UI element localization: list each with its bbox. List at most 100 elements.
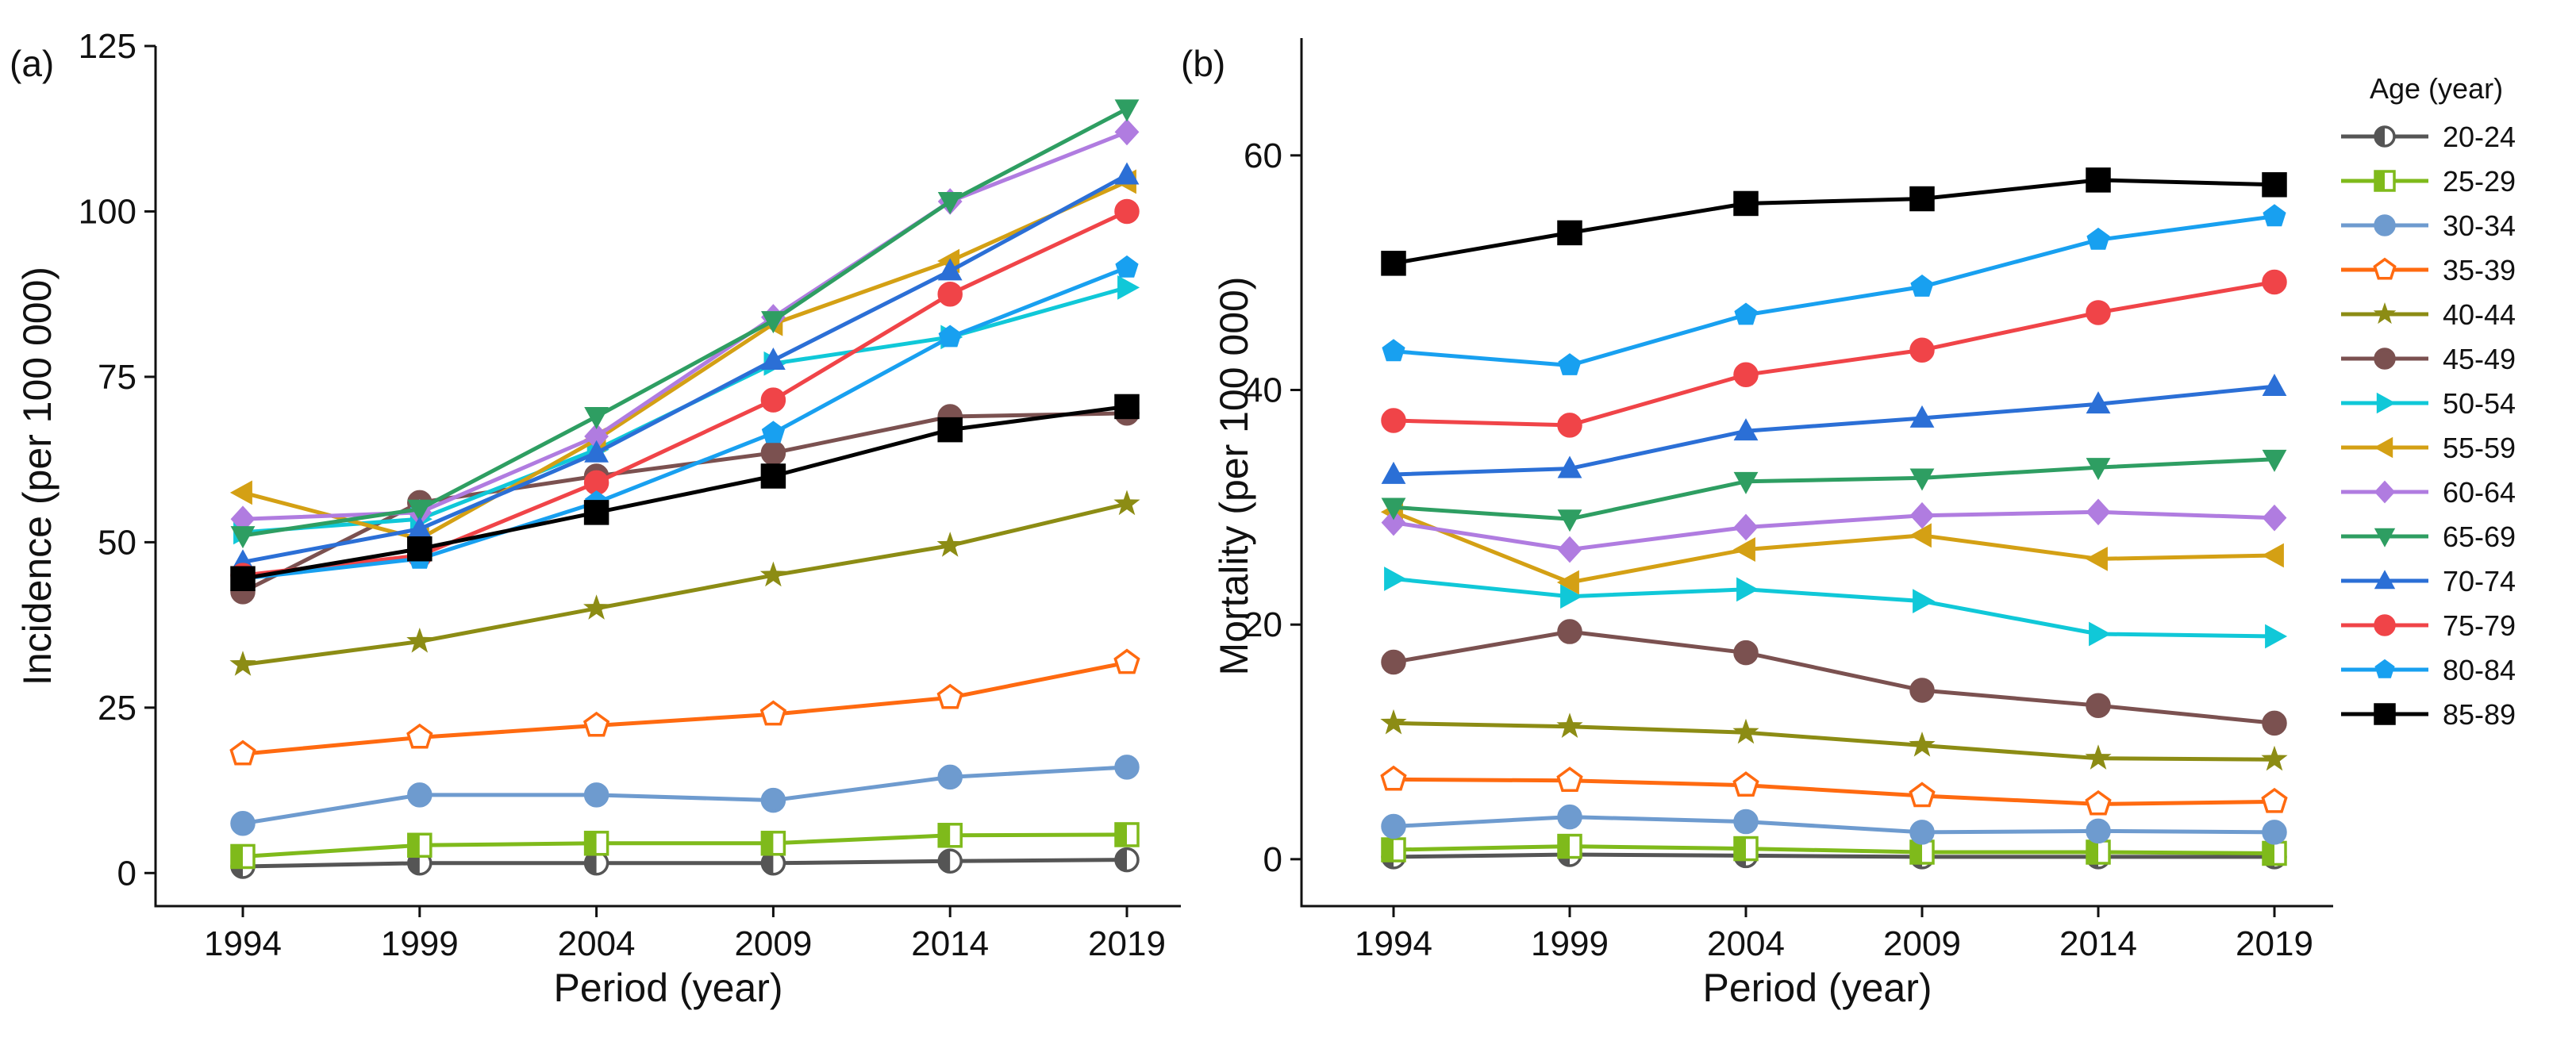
data-point-30-34 bbox=[583, 782, 609, 808]
x-tick-label: 2019 bbox=[2236, 924, 2313, 963]
data-point-85-89 bbox=[1557, 220, 1582, 246]
data-point-50-54 bbox=[1736, 577, 1759, 602]
data-point-25-29 bbox=[407, 832, 433, 859]
series-35-39 bbox=[229, 648, 1140, 766]
data-point-35-39 bbox=[936, 683, 963, 709]
data-point-75-79 bbox=[1114, 198, 1140, 225]
data-point-85-89 bbox=[937, 417, 963, 443]
data-point-35-39 bbox=[1113, 648, 1140, 674]
legend-label: 55-59 bbox=[2443, 432, 2516, 464]
data-point-75-79 bbox=[1909, 337, 1935, 363]
series-line-35-39 bbox=[242, 660, 1128, 756]
data-point-65-69 bbox=[584, 407, 609, 430]
legend-marker bbox=[2374, 348, 2396, 370]
y-axis-title-a: Incidence (per 100 000) bbox=[15, 267, 60, 686]
data-point-80-84 bbox=[1382, 339, 1405, 362]
data-point-35-39 bbox=[2085, 789, 2112, 816]
data-point-40-44 bbox=[1380, 709, 1407, 735]
data-point-50-54 bbox=[1560, 584, 1583, 609]
data-point-75-79 bbox=[760, 387, 786, 413]
data-point-50-54 bbox=[1117, 275, 1140, 300]
series-85-89 bbox=[1381, 167, 2287, 276]
y-tick-label: 25 bbox=[98, 689, 136, 728]
data-point-70-74 bbox=[1381, 461, 1406, 484]
x-tick-label: 2014 bbox=[911, 924, 989, 963]
data-point-70-74 bbox=[1909, 405, 1935, 428]
data-point-20-24 bbox=[937, 848, 963, 874]
data-point-25-29 bbox=[2086, 839, 2111, 865]
data-point-70-74 bbox=[407, 516, 433, 539]
data-point-60-64 bbox=[584, 423, 609, 450]
legend-item: 85-89 bbox=[2341, 698, 2516, 731]
data-point-25-29 bbox=[760, 831, 786, 856]
legend-marker bbox=[2374, 214, 2396, 236]
data-point-30-34 bbox=[2086, 818, 2111, 844]
legend-label: 25-29 bbox=[2443, 165, 2516, 198]
data-point-70-74 bbox=[2262, 373, 2287, 396]
series-35-39 bbox=[1380, 765, 2288, 816]
data-point-40-44 bbox=[1556, 713, 1583, 738]
data-point-35-39 bbox=[1909, 782, 1936, 808]
y-tick-label: 125 bbox=[79, 27, 136, 66]
data-point-40-44 bbox=[2085, 744, 2112, 770]
data-point-40-44 bbox=[1909, 732, 1936, 757]
legend-label: 30-34 bbox=[2443, 209, 2516, 242]
series-line-20-24 bbox=[1393, 852, 2274, 859]
legend-item: 20-24 bbox=[2341, 121, 2516, 153]
series-40-44 bbox=[1380, 709, 2288, 771]
data-point-85-89 bbox=[407, 536, 433, 562]
data-point-85-89 bbox=[1381, 251, 1406, 276]
legend-marker bbox=[2374, 125, 2396, 148]
series-25-29 bbox=[230, 822, 1140, 870]
legend-item: 70-74 bbox=[2341, 565, 2516, 597]
data-point-35-39 bbox=[1556, 766, 1583, 793]
data-point-35-39 bbox=[759, 700, 787, 726]
series-line-65-69 bbox=[1393, 457, 2275, 521]
data-point-45-49 bbox=[760, 440, 786, 466]
data-point-60-64 bbox=[1381, 509, 1406, 536]
x-tick-label: 2009 bbox=[734, 924, 812, 963]
data-point-25-29 bbox=[1114, 822, 1140, 847]
series-line-70-74 bbox=[242, 173, 1128, 564]
data-point-30-34 bbox=[1557, 804, 1582, 830]
axes-frame-b bbox=[1300, 38, 2333, 908]
series-line-70-74 bbox=[1393, 384, 2275, 477]
y-axis-title-b: Mortality (per 100 000) bbox=[1212, 276, 1256, 675]
legend-item: 80-84 bbox=[2341, 654, 2516, 686]
data-point-70-74 bbox=[2086, 391, 2111, 414]
y-tick-label: 0 bbox=[117, 854, 136, 893]
data-point-80-84 bbox=[1558, 353, 1582, 375]
chart-panel-incidence: (a) 1994 1999 2004 2009 2014 2019 0 25 50 75 100 1… bbox=[10, 27, 1181, 1010]
legend-item: 55-59 bbox=[2341, 432, 2516, 464]
x-tick-label: 1999 bbox=[1531, 924, 1609, 963]
data-point-50-54 bbox=[1384, 567, 1407, 591]
data-point-40-44 bbox=[936, 532, 963, 557]
series-line-75-79 bbox=[1393, 280, 2275, 428]
data-point-45-49 bbox=[1557, 619, 1582, 644]
data-point-70-74 bbox=[584, 440, 609, 463]
x-tick-label: 2014 bbox=[2059, 924, 2137, 963]
legend-marker bbox=[2374, 659, 2395, 678]
legend-marker bbox=[2374, 170, 2396, 192]
data-point-25-29 bbox=[937, 823, 963, 848]
series-line-55-59 bbox=[242, 179, 1128, 541]
x-tick-label: 2019 bbox=[1088, 924, 1166, 963]
legend-label: 20-24 bbox=[2443, 121, 2516, 153]
series-line-85-89 bbox=[1393, 178, 2275, 266]
x-axis-title-b: Period (year) bbox=[1703, 966, 1932, 1010]
data-point-20-24 bbox=[1114, 847, 1140, 873]
series-line-75-79 bbox=[242, 209, 1128, 578]
x-tick-label: 1994 bbox=[204, 924, 282, 963]
series-30-34 bbox=[1381, 804, 2287, 845]
data-point-55-59 bbox=[1556, 570, 1579, 595]
data-point-75-79 bbox=[2262, 269, 2287, 295]
data-point-65-69 bbox=[2086, 458, 2111, 481]
legend-marker bbox=[2374, 436, 2393, 459]
y-tick-label: 100 bbox=[79, 192, 136, 231]
series-line-65-69 bbox=[242, 106, 1128, 538]
series-75-79 bbox=[1381, 269, 2287, 438]
data-point-45-49 bbox=[2262, 710, 2287, 736]
legend-marker bbox=[2374, 614, 2396, 636]
data-point-30-34 bbox=[1733, 809, 1759, 835]
